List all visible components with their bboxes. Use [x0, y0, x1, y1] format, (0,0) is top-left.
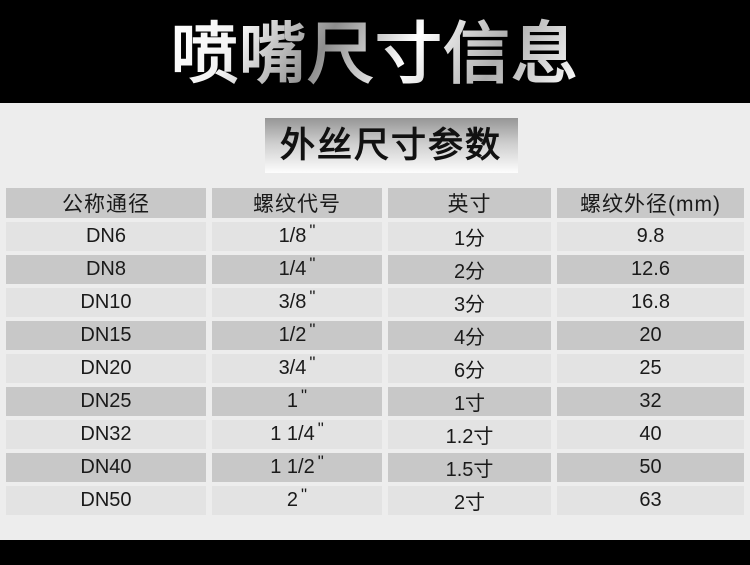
inch-mark: " — [309, 353, 316, 372]
table-row: DN10 3/8 " 3分 16.8 — [6, 287, 744, 317]
cell-inch: 1.5寸 — [388, 453, 551, 482]
cell-nominal-diameter: DN15 — [6, 321, 206, 350]
inch-mark: " — [317, 452, 324, 471]
table-row: DN20 3/4 " 6分 25 — [6, 353, 744, 383]
cell-thread-code: 3/8 " — [212, 287, 382, 317]
cell-inch: 6分 — [388, 354, 551, 383]
cell-thread-code: 1 1/2 " — [212, 452, 382, 482]
cell-outer-diameter: 20 — [557, 321, 744, 350]
inch-mark: " — [309, 320, 316, 339]
cell-inch: 2分 — [388, 255, 551, 284]
cell-outer-diameter: 16.8 — [557, 288, 744, 317]
inch-mark: " — [301, 386, 308, 405]
table-row: DN32 1 1/4 " 1.2寸 40 — [6, 419, 744, 449]
table-row: DN40 1 1/2 " 1.5寸 50 — [6, 452, 744, 482]
table-row: DN15 1/2 " 4分 20 — [6, 320, 744, 350]
thread-value: 1 1/4 — [270, 423, 315, 445]
cell-inch: 1.2寸 — [388, 420, 551, 449]
cell-nominal-diameter: DN6 — [6, 222, 206, 251]
cell-inch: 1寸 — [388, 387, 551, 416]
cell-thread-code: 2 " — [212, 485, 382, 515]
inch-mark: " — [309, 254, 316, 273]
bottom-bar — [0, 540, 750, 565]
cell-inch: 1分 — [388, 222, 551, 251]
inch-mark: " — [301, 485, 308, 504]
thread-value: 3/4 — [278, 357, 307, 379]
cell-thread-code: 1/4 " — [212, 254, 382, 284]
thread-value: 2 — [286, 489, 299, 511]
cell-outer-diameter: 12.6 — [557, 255, 744, 284]
cell-nominal-diameter: DN50 — [6, 486, 206, 515]
table-row: DN25 1 " 1寸 32 — [6, 386, 744, 416]
cell-nominal-diameter: DN10 — [6, 288, 206, 317]
cell-outer-diameter: 32 — [557, 387, 744, 416]
title-bar: 喷嘴尺寸信息 — [0, 0, 750, 103]
cell-nominal-diameter: DN25 — [6, 387, 206, 416]
thread-value: 3/8 — [278, 291, 307, 313]
cell-inch: 3分 — [388, 288, 551, 317]
cell-thread-code: 1/2 " — [212, 320, 382, 350]
table-row: DN50 2 " 2寸 63 — [6, 485, 744, 515]
cell-thread-code: 3/4 " — [212, 353, 382, 383]
thread-value: 1 1/2 — [270, 456, 315, 478]
thread-value: 1 — [286, 390, 299, 412]
col-header-inch: 英寸 — [388, 188, 551, 218]
col-header-thread-code: 螺纹代号 — [212, 188, 382, 218]
cell-thread-code: 1/8 " — [212, 221, 382, 251]
cell-nominal-diameter: DN40 — [6, 453, 206, 482]
cell-thread-code: 1 1/4 " — [212, 419, 382, 449]
col-header-nominal-diameter: 公称通径 — [6, 188, 206, 218]
col-header-thread-outer-diameter: 螺纹外径(mm) — [557, 188, 744, 218]
cell-inch: 2寸 — [388, 486, 551, 515]
inch-mark: " — [309, 221, 316, 240]
thread-value: 1/2 — [278, 324, 307, 346]
page-title: 喷嘴尺寸信息 — [171, 14, 579, 93]
cell-nominal-diameter: DN32 — [6, 420, 206, 449]
table-row: DN6 1/8 " 1分 9.8 — [6, 221, 744, 251]
cell-outer-diameter: 50 — [557, 453, 744, 482]
inch-mark: " — [309, 287, 316, 306]
cell-nominal-diameter: DN20 — [6, 354, 206, 383]
inch-mark: " — [317, 419, 324, 438]
cell-nominal-diameter: DN8 — [6, 255, 206, 284]
thread-value: 1/8 — [278, 225, 307, 247]
spec-table: 公称通径 螺纹代号 英寸 螺纹外径(mm) DN6 1/8 " 1分 9.8 DN… — [0, 184, 750, 519]
cell-thread-code: 1 " — [212, 386, 382, 416]
cell-outer-diameter: 63 — [557, 486, 744, 515]
thread-value: 1/4 — [278, 258, 307, 280]
cell-outer-diameter: 9.8 — [557, 222, 744, 251]
table-row: DN8 1/4 " 2分 12.6 — [6, 254, 744, 284]
section-subtitle: 外丝尺寸参数 — [264, 118, 518, 173]
cell-outer-diameter: 25 — [557, 354, 744, 383]
cell-outer-diameter: 40 — [557, 420, 744, 449]
cell-inch: 4分 — [388, 321, 551, 350]
table-header-row: 公称通径 螺纹代号 英寸 螺纹外径(mm) — [6, 188, 744, 218]
